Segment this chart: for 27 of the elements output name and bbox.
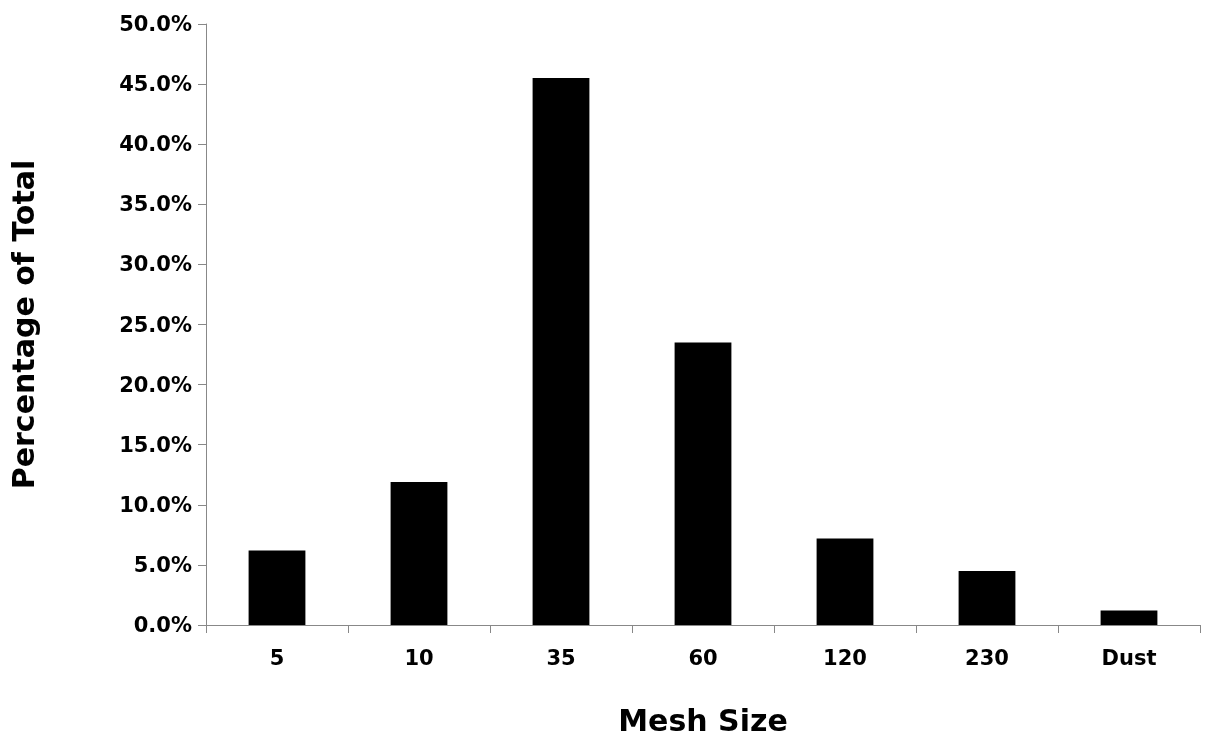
- bar: [1100, 610, 1158, 625]
- y-tick-label: 30.0%: [119, 252, 192, 277]
- x-tick-label: 35: [546, 645, 576, 670]
- y-tick-label: 10.0%: [119, 492, 192, 517]
- y-tick-label: 15.0%: [119, 432, 192, 457]
- y-tick-label: 5.0%: [133, 552, 192, 577]
- x-tick-label: 10: [404, 645, 434, 670]
- bar: [674, 342, 732, 625]
- x-axis-title: Mesh Size: [618, 702, 788, 738]
- x-tick-label: 60: [688, 645, 718, 670]
- y-tick-label: 25.0%: [119, 312, 192, 337]
- y-tick-label: 35.0%: [119, 192, 192, 217]
- y-tick-label: 0.0%: [133, 613, 192, 637]
- x-tick-label: Dust: [1101, 645, 1157, 670]
- y-tick-label: 50.0%: [119, 12, 192, 36]
- y-tick-label: 20.0%: [119, 372, 192, 397]
- y-axis-title: Percentage of Total: [5, 159, 41, 490]
- bar: [390, 481, 448, 625]
- y-tick-label: 40.0%: [119, 132, 192, 157]
- y-tick-label: 45.0%: [119, 72, 192, 97]
- x-tick-label: 230: [965, 645, 1009, 670]
- bar: [532, 78, 590, 625]
- x-tick-label: 120: [823, 645, 867, 670]
- bar: [958, 570, 1016, 625]
- bar: [248, 550, 306, 625]
- bar: [816, 538, 874, 625]
- x-tick-label: 5: [269, 645, 285, 670]
